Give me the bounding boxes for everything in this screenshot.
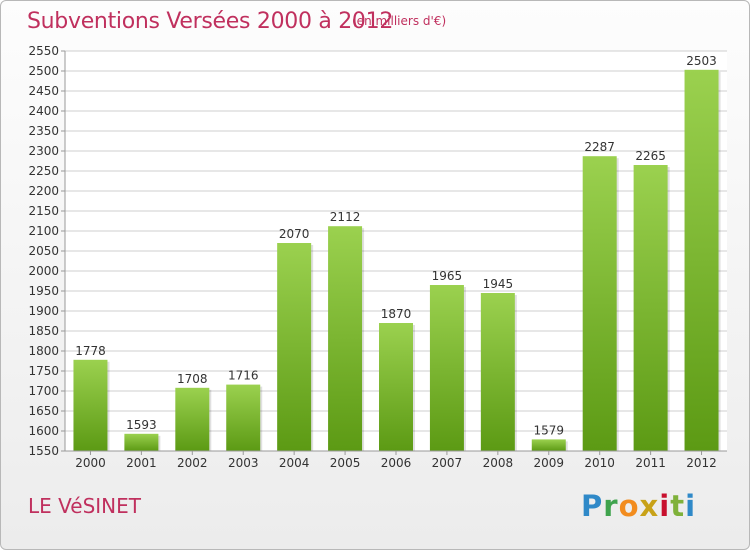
x-tick-label-2000: 2000 xyxy=(75,456,106,470)
y-tick-label: 1900 xyxy=(28,304,59,318)
x-axis-ticks: 2000 2001 2002 2003 2004 2005 2006 2007 2008 2009… xyxy=(75,451,717,470)
y-tick-label: 2550 xyxy=(28,44,59,58)
data-label-2004: 2070 xyxy=(279,227,310,241)
y-tick-label: 1950 xyxy=(28,284,59,298)
bar-2005 xyxy=(328,226,363,451)
y-tick-label: 1750 xyxy=(28,364,59,378)
y-tick-label: 2400 xyxy=(28,104,59,118)
proxiti-logo: Proxiti xyxy=(581,489,697,523)
bar-2002 xyxy=(175,387,210,451)
y-tick-label: 2350 xyxy=(28,124,59,138)
bar-2011 xyxy=(633,165,668,451)
x-tick-label-2002: 2002 xyxy=(177,456,208,470)
data-label-2008: 1945 xyxy=(483,277,514,291)
y-tick-label: 2000 xyxy=(28,264,59,278)
data-label-2006: 1870 xyxy=(381,307,412,321)
data-label-2002: 1708 xyxy=(177,372,208,386)
data-label-2007: 1965 xyxy=(432,269,463,283)
chart-title: Subventions Versées 2000 à 2012 xyxy=(27,9,394,34)
data-label-2011: 2265 xyxy=(635,149,666,163)
bar-2001 xyxy=(124,433,159,451)
data-label-2001: 1593 xyxy=(126,418,157,432)
y-tick-label: 2150 xyxy=(28,204,59,218)
x-tick-label-2007: 2007 xyxy=(432,456,463,470)
y-tick-label: 2250 xyxy=(28,164,59,178)
x-tick-label-2009: 2009 xyxy=(533,456,564,470)
x-tick-label-2003: 2003 xyxy=(228,456,259,470)
x-tick-label-2005: 2005 xyxy=(330,456,361,470)
data-label-2012: 2503 xyxy=(686,54,717,68)
bar-2010 xyxy=(582,156,617,451)
data-labels: 1778 1593 1708 1716 2070 2112 1870 1965 1945 1579… xyxy=(75,54,717,438)
bar-2004 xyxy=(277,243,312,451)
bars xyxy=(73,69,721,452)
x-tick-label-2010: 2010 xyxy=(584,456,615,470)
y-tick-label: 1850 xyxy=(28,324,59,338)
data-label-2003: 1716 xyxy=(228,369,259,383)
bar-2006 xyxy=(379,323,413,451)
y-tick-label: 1550 xyxy=(28,444,59,458)
y-tick-label: 1700 xyxy=(28,384,59,398)
y-axis-ticks: 1550 1600 1650 1700 1750 1800 1850 1900 1950 2000… xyxy=(28,44,65,458)
bar-2007 xyxy=(429,285,464,451)
y-tick-label: 1600 xyxy=(28,424,59,438)
bar-2008 xyxy=(480,293,515,451)
chart-subtitle: (en milliers d'€) xyxy=(352,14,447,28)
data-label-2000: 1778 xyxy=(75,344,106,358)
y-tick-label: 2050 xyxy=(28,244,59,258)
y-tick-label: 2100 xyxy=(28,224,59,238)
data-label-2009: 1579 xyxy=(533,423,564,437)
x-tick-label-2001: 2001 xyxy=(126,456,157,470)
x-tick-label-2008: 2008 xyxy=(483,456,514,470)
x-tick-label-2004: 2004 xyxy=(279,456,310,470)
bar-2012 xyxy=(684,69,719,452)
y-tick-label: 2300 xyxy=(28,144,59,158)
data-label-2010: 2287 xyxy=(584,140,615,154)
y-tick-label: 1650 xyxy=(28,404,59,418)
bar-2009 xyxy=(531,439,566,451)
bar-2003 xyxy=(226,384,261,451)
x-tick-label-2012: 2012 xyxy=(686,456,717,470)
y-tick-label: 1800 xyxy=(28,344,59,358)
y-tick-label: 2450 xyxy=(28,84,59,98)
data-label-2005: 2112 xyxy=(330,210,361,224)
city-name: LE VéSINET xyxy=(28,494,141,518)
bar-2000 xyxy=(73,359,108,451)
y-tick-label: 2200 xyxy=(28,184,59,198)
y-tick-label: 2500 xyxy=(28,64,59,78)
x-tick-label-2011: 2011 xyxy=(635,456,666,470)
x-tick-label-2006: 2006 xyxy=(381,456,412,470)
